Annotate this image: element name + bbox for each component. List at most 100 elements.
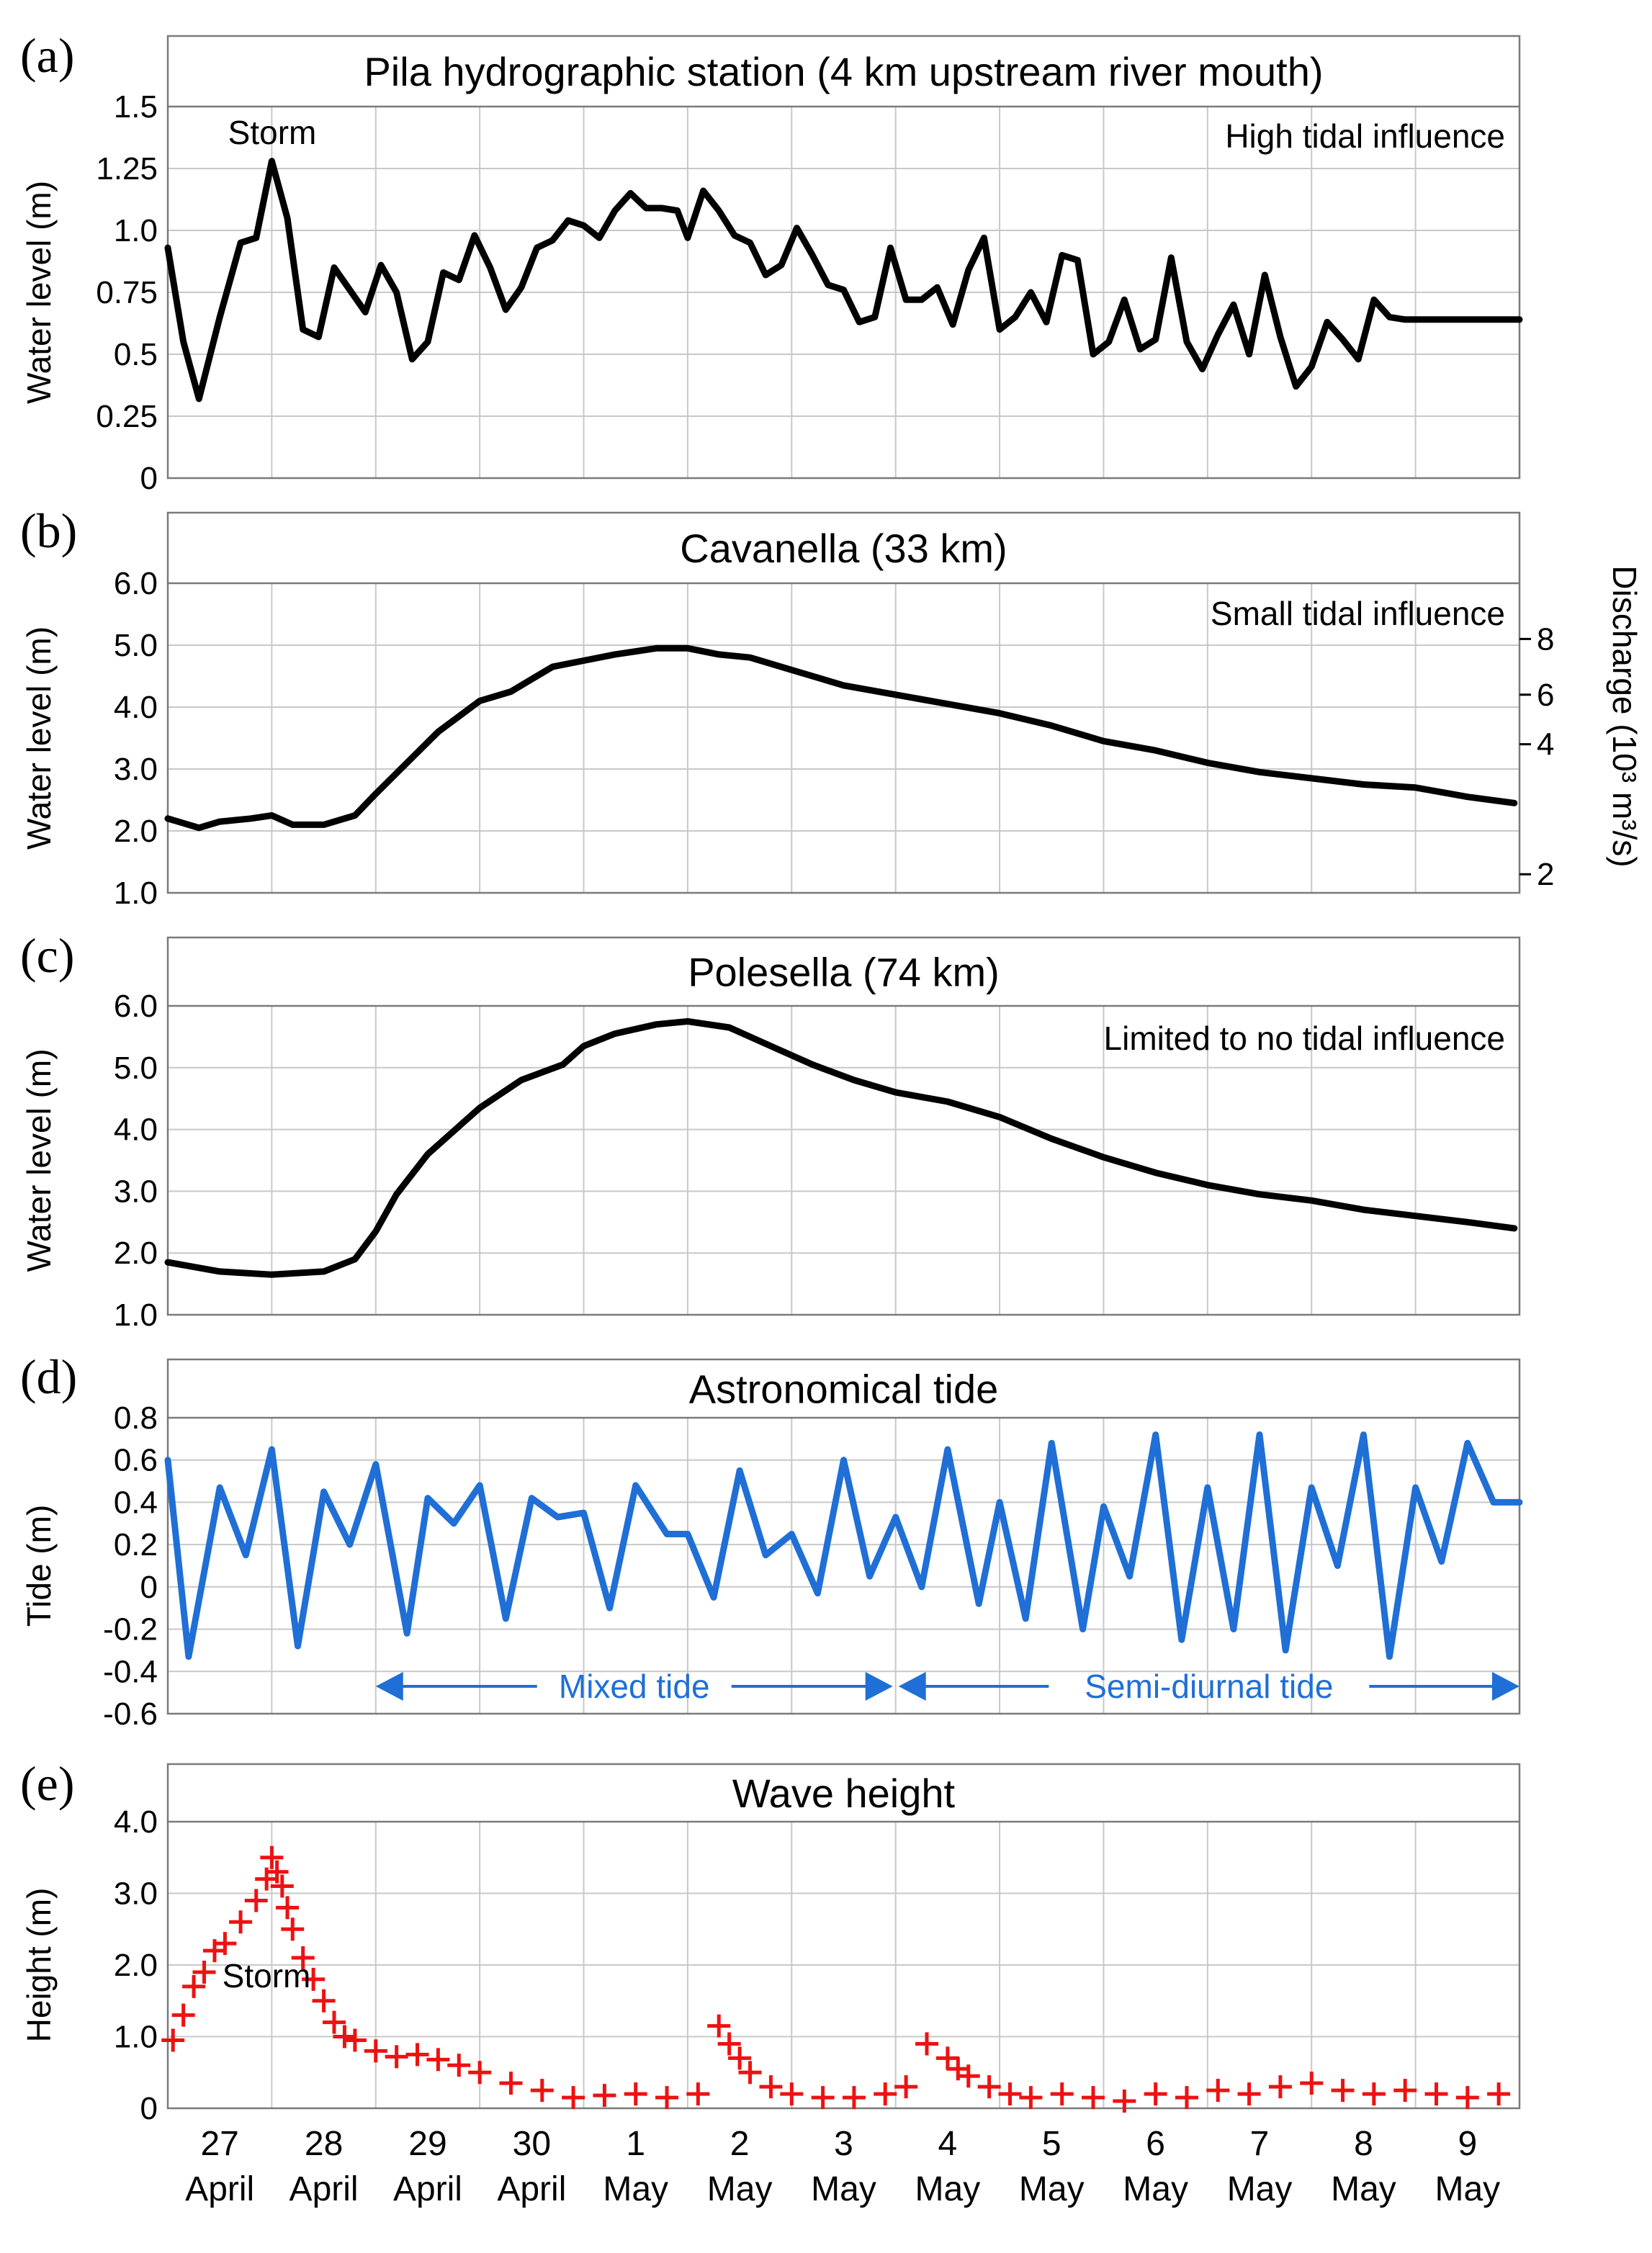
- data-point: [1144, 2082, 1167, 2106]
- data-point: [1268, 2075, 1292, 2099]
- y-tick-label: -0.2: [103, 1612, 158, 1647]
- data-point: [1206, 2079, 1230, 2103]
- data-point: [161, 2028, 185, 2052]
- data-point: [1300, 2072, 1324, 2095]
- data-point: [302, 1967, 326, 1991]
- data-point: [1082, 2086, 1105, 2110]
- x-tick-label: 27 April: [185, 2125, 254, 2208]
- data-point: [323, 2010, 346, 2034]
- x-tick-month: May: [811, 2170, 876, 2208]
- x-tick-label: 9 May: [1435, 2125, 1500, 2208]
- data-point: [977, 2075, 1001, 2099]
- y-tick-label: 4.0: [114, 1804, 158, 1840]
- panel-label: (d): [20, 1349, 77, 1404]
- series-line: [164, 644, 1518, 832]
- x-tick-month: May: [1331, 2170, 1396, 2208]
- arrow-head-left: [375, 1672, 403, 1701]
- chart-title: Wave height: [732, 1771, 956, 1816]
- y-tick-label: 1.25: [96, 151, 158, 186]
- x-tick-label: 7 May: [1227, 2125, 1293, 2208]
- x-tick-month: May: [1019, 2170, 1085, 2208]
- data-point: [593, 2084, 616, 2108]
- data-point: [1113, 2090, 1136, 2113]
- y-tick-label: 6.0: [114, 989, 158, 1024]
- y-tick-label: 4.0: [114, 690, 158, 725]
- secondary-tick-label: 6: [1537, 678, 1554, 713]
- data-point: [333, 2025, 356, 2049]
- y-tick-label: -0.4: [103, 1654, 158, 1689]
- x-tick-label: 4 May: [915, 2125, 981, 2208]
- data-point: [1237, 2082, 1261, 2106]
- x-tick-month: April: [289, 2170, 359, 2208]
- data-point: [213, 1932, 237, 1956]
- x-tick-label: 3 May: [811, 2125, 876, 2208]
- data-point: [956, 2064, 980, 2088]
- plot-frame: [166, 1358, 1521, 1715]
- y-tick-label: 0: [140, 1570, 158, 1605]
- y-tick-label: 6.0: [114, 566, 158, 601]
- panel-label: (e): [20, 1756, 74, 1811]
- data-point: [270, 1874, 294, 1898]
- y-axis-label: Height (m): [20, 1888, 58, 2043]
- x-tick-month: April: [185, 2170, 254, 2208]
- y-axis-label: Water level (m): [20, 181, 58, 404]
- data-point: [624, 2082, 647, 2106]
- x-tick-month: May: [1227, 2170, 1293, 2208]
- x-tick-day: 6: [1146, 2125, 1165, 2163]
- data-point: [874, 2082, 897, 2106]
- data-point: [182, 1974, 206, 1998]
- data-point: [364, 2039, 387, 2063]
- annotation-tidal-influence: Small tidal influence: [1211, 595, 1505, 632]
- data-point: [426, 2048, 450, 2072]
- y-tick-label: 1.0: [114, 213, 158, 248]
- x-tick-month: May: [1435, 2170, 1500, 2208]
- data-point: [728, 2046, 752, 2070]
- data-point: [780, 2082, 804, 2106]
- data-point: [759, 2075, 783, 2099]
- data-point: [1487, 2082, 1511, 2106]
- y-axis-label: Water level (m): [20, 1048, 58, 1272]
- data-point: [1455, 2086, 1479, 2110]
- data-point: [811, 2086, 835, 2110]
- x-tick-label: 2 May: [707, 2125, 773, 2208]
- x-tick-day: 9: [1458, 2125, 1477, 2163]
- y-tick-label: 1.0: [114, 2020, 158, 2055]
- series-line: [164, 1018, 1518, 1278]
- data-point: [260, 1845, 284, 1869]
- data-point: [499, 2072, 523, 2095]
- x-tick-label: 30 April: [497, 2125, 566, 2208]
- data-point: [1050, 2082, 1074, 2106]
- x-tick-day: 3: [834, 2125, 853, 2163]
- y-tick-label: 0.4: [114, 1485, 158, 1520]
- data-point: [1424, 2082, 1448, 2106]
- x-tick-month: May: [707, 2170, 773, 2208]
- data-point: [655, 2086, 679, 2110]
- y-axis-label: Tide (m): [20, 1505, 58, 1627]
- data-point: [276, 1896, 300, 1920]
- data-point: [312, 1989, 336, 2013]
- data-point: [244, 1889, 268, 1912]
- y-tick-label: 0.8: [114, 1400, 158, 1436]
- region-label: Semi-diurnal tide: [1085, 1668, 1333, 1705]
- y-tick-label: 0.25: [96, 399, 158, 434]
- x-tick-day: 29: [408, 2125, 446, 2163]
- data-point: [229, 1910, 253, 1934]
- panel-label: (c): [20, 928, 74, 983]
- y-tick-label: 3.0: [114, 1876, 158, 1912]
- x-tick-month: May: [915, 2170, 981, 2208]
- arrow-head-right: [1492, 1672, 1519, 1701]
- y-tick-label: 1.0: [114, 876, 158, 911]
- data-point: [405, 2043, 429, 2067]
- data-point: [343, 2028, 367, 2052]
- arrow-head-right: [865, 1672, 893, 1701]
- chart-title: Pila hydrographic station (4 km upstream…: [364, 49, 1323, 94]
- plot-frame: [166, 35, 1521, 480]
- data-point: [291, 1946, 315, 1970]
- data-point: [1019, 2086, 1043, 2110]
- data-point: [894, 2075, 918, 2099]
- y-tick-label: 4.0: [114, 1112, 158, 1148]
- y-tick-label: -0.6: [103, 1696, 158, 1732]
- x-tick-label: 6 May: [1123, 2125, 1188, 2208]
- data-point: [562, 2086, 585, 2110]
